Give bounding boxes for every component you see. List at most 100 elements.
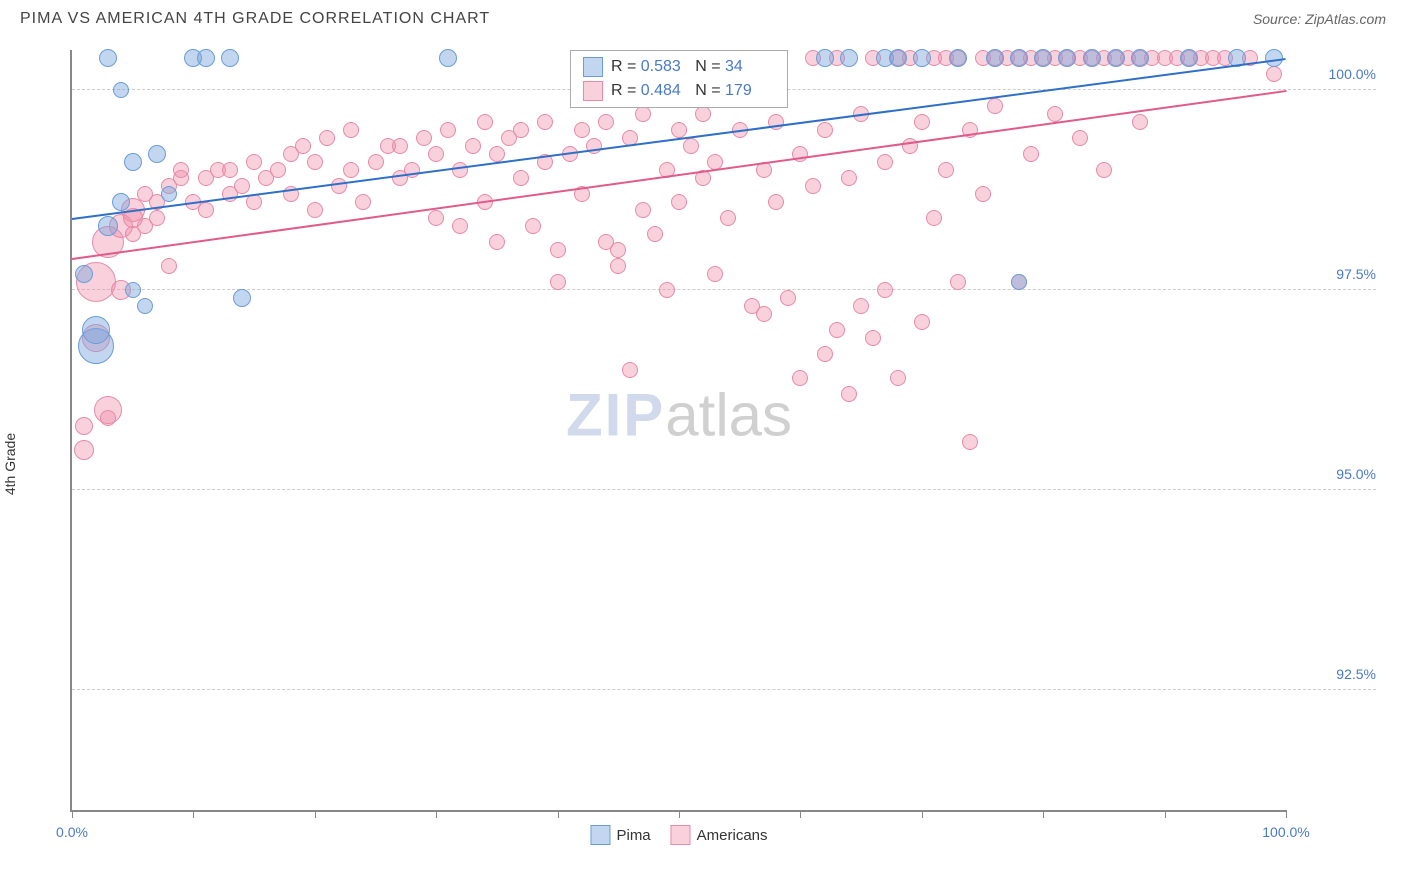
data-point — [635, 202, 651, 218]
data-point — [221, 49, 239, 67]
data-point — [647, 226, 663, 242]
x-tick — [72, 810, 73, 818]
data-point — [1023, 146, 1039, 162]
data-point — [877, 154, 893, 170]
source-credit: Source: ZipAtlas.com — [1253, 11, 1386, 27]
data-point — [392, 138, 408, 154]
series-legend: Pima Americans — [590, 825, 767, 845]
data-point — [695, 106, 711, 122]
gridline — [72, 689, 1376, 690]
x-tick — [1286, 810, 1287, 818]
x-tick — [315, 810, 316, 818]
data-point — [598, 114, 614, 130]
data-point — [816, 49, 834, 67]
data-point — [1047, 106, 1063, 122]
y-axis-label: 4th Grade — [2, 433, 18, 495]
x-tick — [800, 810, 801, 818]
data-point — [161, 258, 177, 274]
data-point — [113, 82, 129, 98]
legend-text: R = 0.484 N = 179 — [611, 82, 775, 100]
data-point — [489, 234, 505, 250]
data-point — [428, 210, 444, 226]
data-point — [1072, 130, 1088, 146]
data-point — [877, 282, 893, 298]
watermark: ZIPatlas — [566, 380, 792, 449]
data-point — [1107, 49, 1125, 67]
data-point — [950, 274, 966, 290]
data-point — [1180, 49, 1198, 67]
data-point — [222, 162, 238, 178]
legend-label: Americans — [697, 827, 768, 844]
data-point — [270, 162, 286, 178]
legend-row: R = 0.484 N = 179 — [583, 79, 775, 103]
legend-swatch — [583, 57, 603, 77]
y-tick-label: 92.5% — [1296, 666, 1376, 682]
data-point — [82, 316, 110, 344]
data-point — [1058, 49, 1076, 67]
data-point — [1034, 49, 1052, 67]
legend-item: Pima — [590, 825, 650, 845]
data-point — [246, 154, 262, 170]
gridline — [72, 489, 1376, 490]
legend-item: Americans — [671, 825, 768, 845]
legend-swatch — [590, 825, 610, 845]
data-point — [489, 146, 505, 162]
data-point — [841, 386, 857, 402]
chart-title: PIMA VS AMERICAN 4TH GRADE CORRELATION C… — [20, 10, 490, 28]
data-point — [805, 178, 821, 194]
y-tick-label: 100.0% — [1296, 66, 1376, 82]
legend-swatch — [583, 81, 603, 101]
data-point — [525, 218, 541, 234]
data-point — [817, 122, 833, 138]
chart-container: 4th Grade ZIPatlas 92.5%95.0%97.5%100.0%… — [20, 40, 1386, 872]
data-point — [610, 242, 626, 258]
data-point — [428, 146, 444, 162]
correlation-legend: R = 0.583 N = 34 R = 0.484 N = 179 — [570, 50, 788, 108]
data-point — [780, 290, 796, 306]
legend-text: R = 0.583 N = 34 — [611, 58, 775, 76]
data-point — [452, 218, 468, 234]
data-point — [890, 370, 906, 386]
data-point — [343, 162, 359, 178]
data-point — [610, 258, 626, 274]
legend-swatch — [671, 825, 691, 845]
data-point — [550, 274, 566, 290]
x-tick — [436, 810, 437, 818]
data-point — [962, 434, 978, 450]
watermark-atlas: atlas — [665, 381, 792, 448]
data-point — [1266, 66, 1282, 82]
data-point — [914, 314, 930, 330]
data-point — [671, 122, 687, 138]
data-point — [343, 122, 359, 138]
data-point — [513, 122, 529, 138]
x-tick-label: 0.0% — [56, 824, 88, 840]
x-tick — [679, 810, 680, 818]
x-tick — [193, 810, 194, 818]
data-point — [792, 370, 808, 386]
data-point — [975, 186, 991, 202]
data-point — [817, 346, 833, 362]
x-tick — [922, 810, 923, 818]
data-point — [622, 362, 638, 378]
plot-area: ZIPatlas 92.5%95.0%97.5%100.0%0.0%100.0%… — [70, 50, 1286, 812]
watermark-zip: ZIP — [566, 381, 665, 448]
data-point — [574, 122, 590, 138]
data-point — [465, 138, 481, 154]
data-point — [987, 98, 1003, 114]
data-point — [197, 49, 215, 67]
data-point — [319, 130, 335, 146]
data-point — [74, 440, 94, 460]
data-point — [124, 153, 142, 171]
data-point — [865, 330, 881, 346]
data-point — [331, 178, 347, 194]
data-point — [659, 282, 675, 298]
data-point — [307, 154, 323, 170]
data-point — [1096, 162, 1112, 178]
data-point — [720, 210, 736, 226]
legend-row: R = 0.583 N = 34 — [583, 55, 775, 79]
data-point — [537, 114, 553, 130]
data-point — [368, 154, 384, 170]
data-point — [671, 194, 687, 210]
data-point — [840, 49, 858, 67]
x-tick-label: 100.0% — [1262, 824, 1309, 840]
